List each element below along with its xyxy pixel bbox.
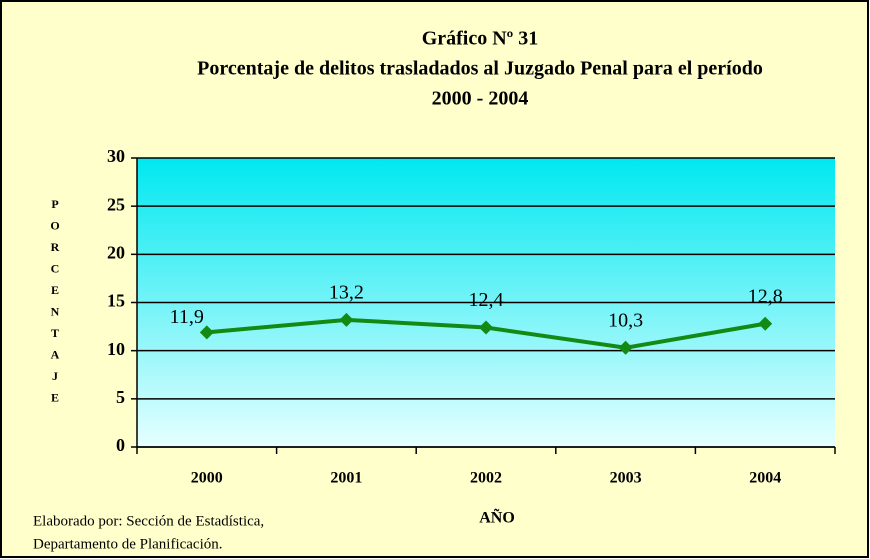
data-point	[339, 312, 354, 327]
data-label: 13,2	[329, 281, 364, 303]
y-tick-label: 20	[107, 242, 125, 262]
chart-subtitle: Porcentaje de delitos trasladados al Juz…	[197, 58, 763, 80]
x-tick-label: 2003	[610, 470, 642, 487]
footer: Elaborado por: Sección de Estadística,	[33, 513, 264, 529]
chart-title: Gráfico Nº 31	[422, 28, 539, 50]
x-axis-label: AÑO	[479, 508, 515, 527]
data-point	[618, 340, 633, 355]
x-tick-label: 2000	[191, 470, 223, 487]
data-point	[479, 320, 493, 335]
data-point	[199, 325, 214, 340]
data-label: 10,3	[608, 309, 643, 331]
x-tick-label: 2001	[330, 470, 362, 487]
chart-subtitle: 2000 - 2004	[432, 88, 529, 110]
x-tick-label: 2002	[470, 470, 502, 487]
data-point	[758, 316, 773, 331]
y-tick-label: 0	[116, 435, 125, 455]
footer: Departamento de Planificación.	[33, 536, 223, 552]
y-tick-label: 10	[107, 339, 125, 359]
y-tick-label: 25	[107, 194, 125, 214]
data-label: 12,4	[469, 289, 504, 311]
x-tick-label: 2004	[749, 470, 781, 487]
y-tick-label: 15	[107, 291, 125, 311]
y-tick-label: 30	[107, 146, 125, 166]
y-tick-label: 5	[116, 387, 125, 407]
data-label: 12,8	[748, 285, 783, 307]
data-label: 11,9	[170, 306, 204, 328]
